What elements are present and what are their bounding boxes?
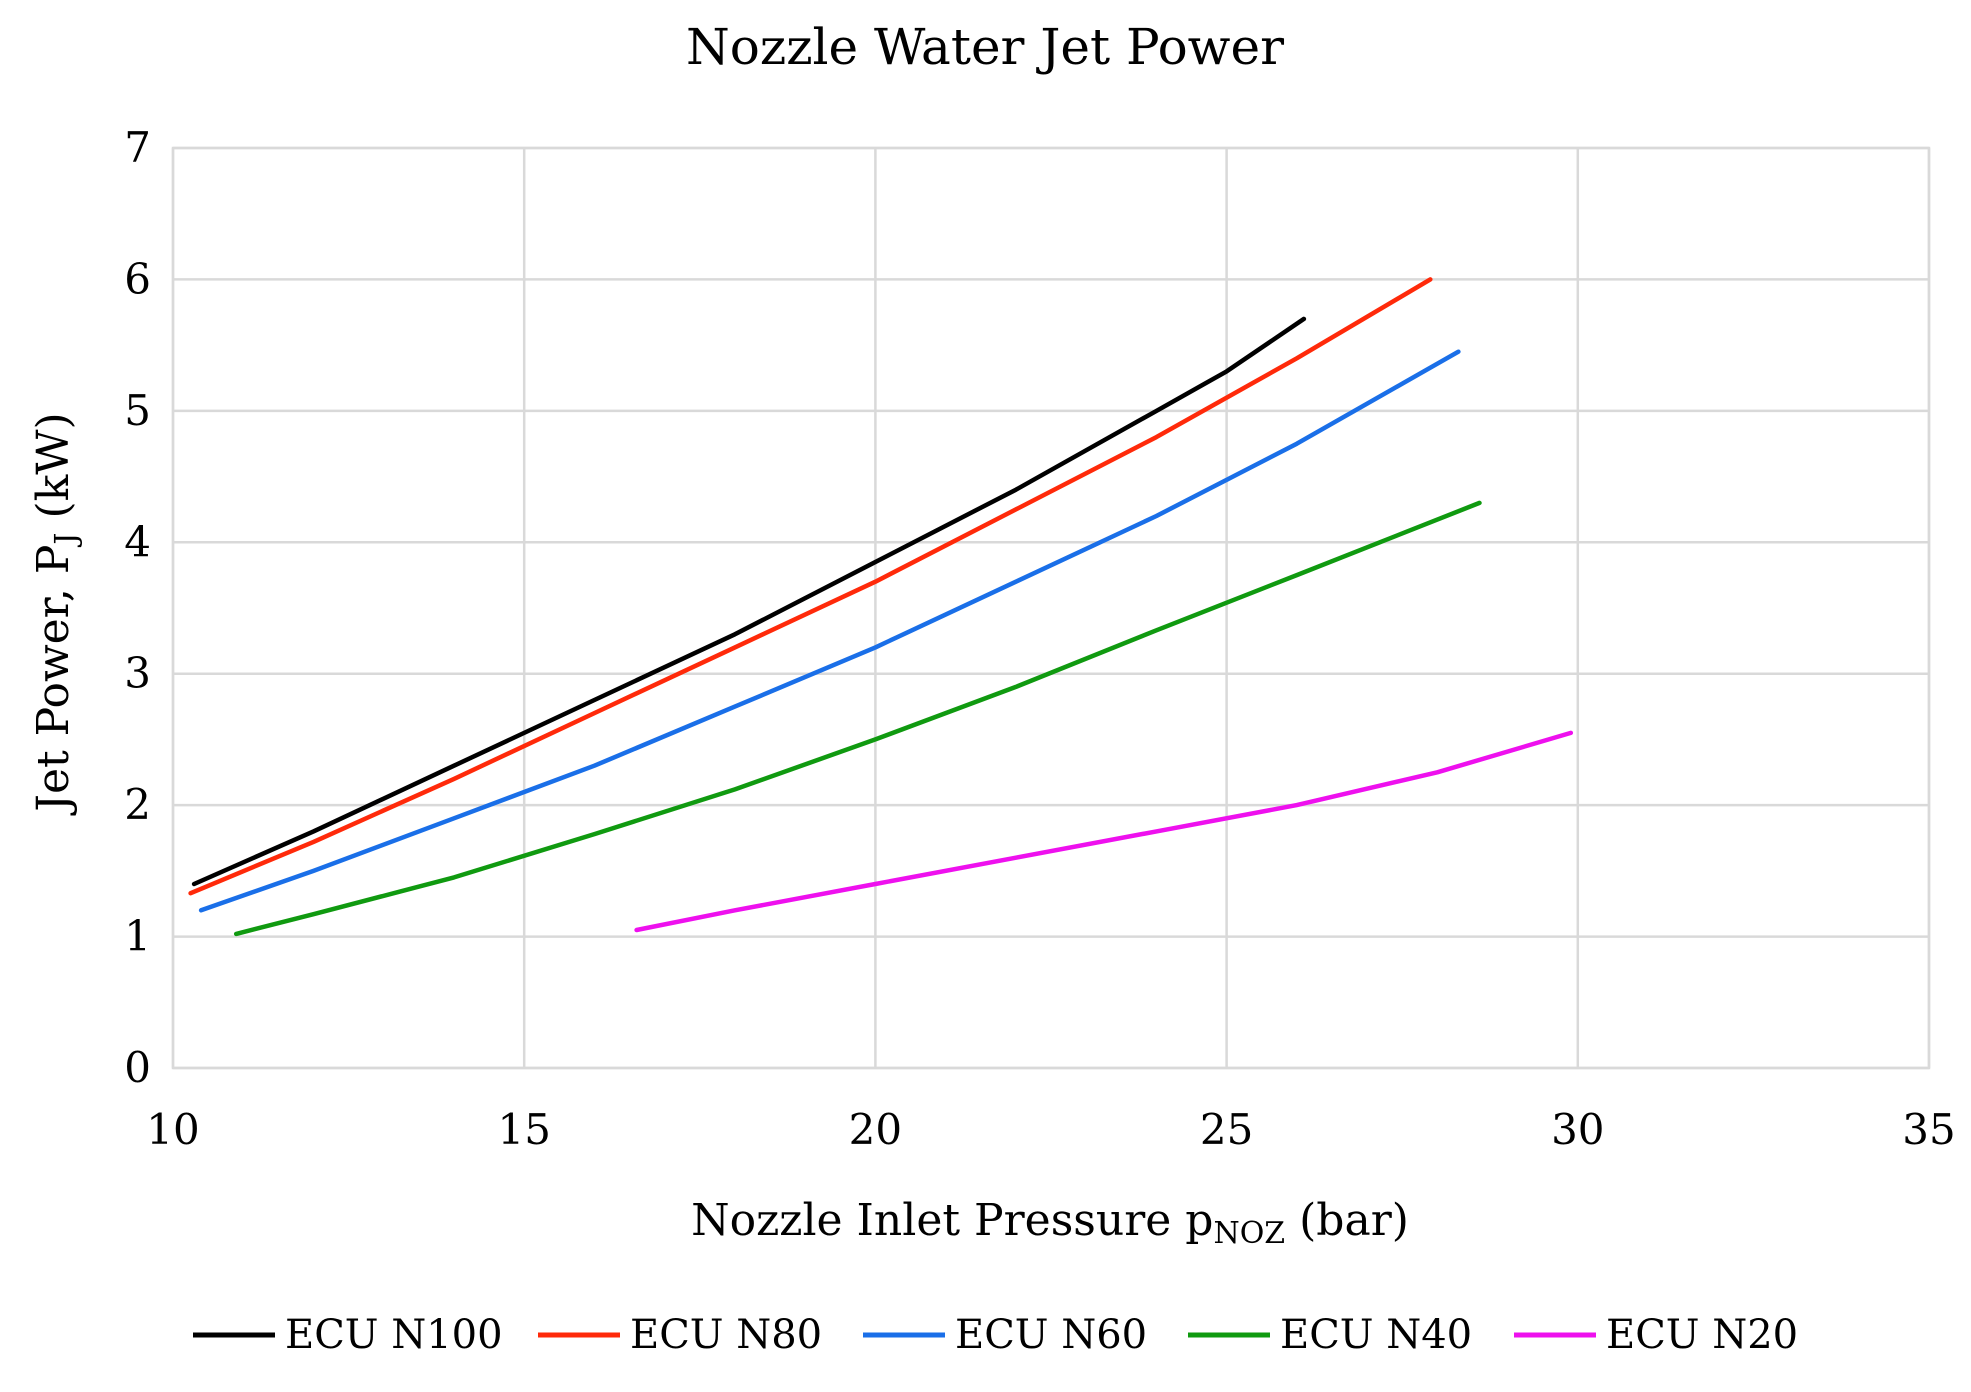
legend: ECU N100 ECU N80 ECU N60 ECU N40 ECU N20	[193, 1312, 1798, 1358]
series-line-ecu-n20	[634, 730, 1574, 933]
series-line-ecu-n80	[188, 277, 1433, 896]
x-tick-label: 15	[497, 1105, 550, 1154]
x-tick-label: 25	[1200, 1105, 1253, 1154]
x-tick-label: 35	[1902, 1105, 1955, 1154]
legend-label: ECU N100	[285, 1312, 503, 1358]
x-axis-label-suffix: (bar)	[1285, 1195, 1409, 1246]
plot-frame	[171, 146, 1931, 1070]
y-axis-label: Jet Power, PJ (kW)	[28, 412, 84, 815]
series-line-ecu-n100	[191, 316, 1307, 887]
x-tick-label: 10	[146, 1105, 199, 1154]
y-axis-label-main: Jet Power, P	[28, 545, 79, 816]
y-tick-label: 1	[124, 912, 151, 961]
y-axis-label-subscript: J	[49, 533, 84, 548]
x-axis-label-subscript: NOZ	[1213, 1216, 1285, 1251]
legend-label: ECU N60	[955, 1312, 1147, 1358]
legend-item: ECU N100	[193, 1312, 503, 1358]
y-tick-label: 5	[124, 386, 151, 435]
y-tick-label: 7	[124, 123, 151, 172]
series-line-ecu-n60	[198, 349, 1461, 913]
grid	[171, 146, 1931, 1070]
y-tick-label: 4	[124, 517, 151, 566]
x-tick-label: 20	[849, 1105, 902, 1154]
plot-area	[188, 277, 1574, 937]
legend-label: ECU N80	[630, 1312, 822, 1358]
series-line-ecu-n40	[233, 500, 1482, 937]
y-tick-label: 3	[124, 649, 151, 698]
legend-label: ECU N20	[1606, 1312, 1798, 1358]
x-tick-label: 30	[1551, 1105, 1604, 1154]
chart-title: Nozzle Water Jet Power	[686, 18, 1284, 76]
axis-ticks: 0 1 2 3 4 5 6 7 10 15 20 25 30 35	[124, 123, 1955, 1154]
legend-item: ECU N20	[1514, 1312, 1798, 1358]
x-axis-label-main: Nozzle Inlet Pressure p	[691, 1195, 1213, 1246]
legend-item: ECU N60	[863, 1312, 1147, 1358]
legend-item: ECU N80	[538, 1312, 822, 1358]
legend-label: ECU N40	[1280, 1312, 1472, 1358]
y-tick-label: 0	[124, 1043, 151, 1092]
y-tick-label: 2	[124, 780, 151, 829]
y-axis-label-suffix: (kW)	[28, 412, 79, 532]
legend-item: ECU N40	[1188, 1312, 1472, 1358]
x-axis-label: Nozzle Inlet Pressure pNOZ (bar)	[691, 1195, 1409, 1251]
y-tick-label: 6	[124, 254, 151, 303]
